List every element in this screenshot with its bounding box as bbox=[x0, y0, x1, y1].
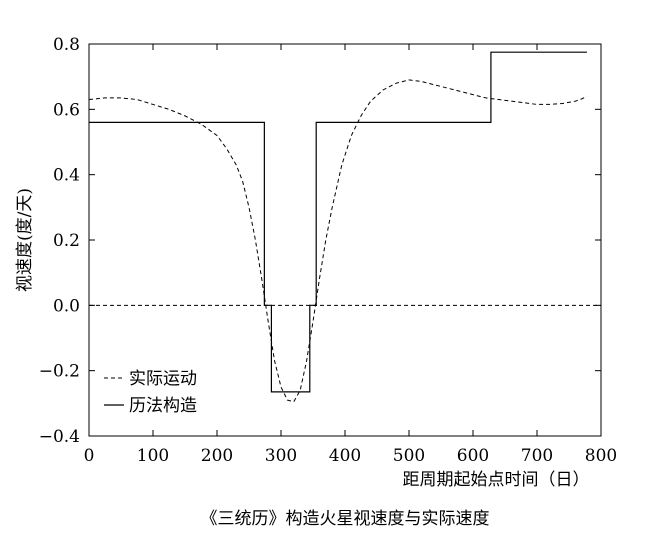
x-tick-label: 800 bbox=[585, 446, 617, 466]
y-tick-label: 0.2 bbox=[53, 231, 80, 251]
x-tick-label: 600 bbox=[457, 446, 489, 466]
legend-label-calendar: 历法构造 bbox=[129, 396, 197, 416]
x-tick-label: 100 bbox=[137, 446, 169, 466]
series-line-actual bbox=[88, 79, 588, 403]
x-tick-label: 300 bbox=[265, 446, 297, 466]
x-tick-label: 400 bbox=[329, 446, 361, 466]
y-tick-label: 0.6 bbox=[53, 100, 80, 120]
y-tick-label: 0.0 bbox=[53, 296, 80, 316]
y-tick-label: 0.8 bbox=[53, 35, 80, 55]
figure-caption: 《三统历》构造火星视速度与实际速度 bbox=[201, 509, 490, 529]
legend-label-actual: 实际运动 bbox=[129, 369, 197, 389]
series-line-calendar bbox=[89, 51, 587, 393]
y-axis-title: 视速度(度/天) bbox=[15, 188, 35, 292]
x-axis-title: 距周期起始点时间（日） bbox=[403, 470, 590, 490]
y-tick-label: −0.4 bbox=[39, 427, 80, 447]
y-tick-label: 0.4 bbox=[53, 166, 80, 186]
x-tick-label: 0 bbox=[84, 446, 95, 466]
x-tick-label: 700 bbox=[521, 446, 553, 466]
legend: 实际运动 历法构造 bbox=[104, 369, 197, 416]
x-tick-label: 200 bbox=[201, 446, 233, 466]
series-layer bbox=[88, 51, 601, 403]
y-tick-label: −0.2 bbox=[39, 362, 80, 382]
y-axis: −0.4 −0.2 0.0 0.2 0.4 0.6 0.8 bbox=[39, 35, 601, 447]
x-tick-label: 500 bbox=[393, 446, 425, 466]
x-axis: 0 100 200 300 400 500 600 700 800 bbox=[84, 44, 617, 466]
